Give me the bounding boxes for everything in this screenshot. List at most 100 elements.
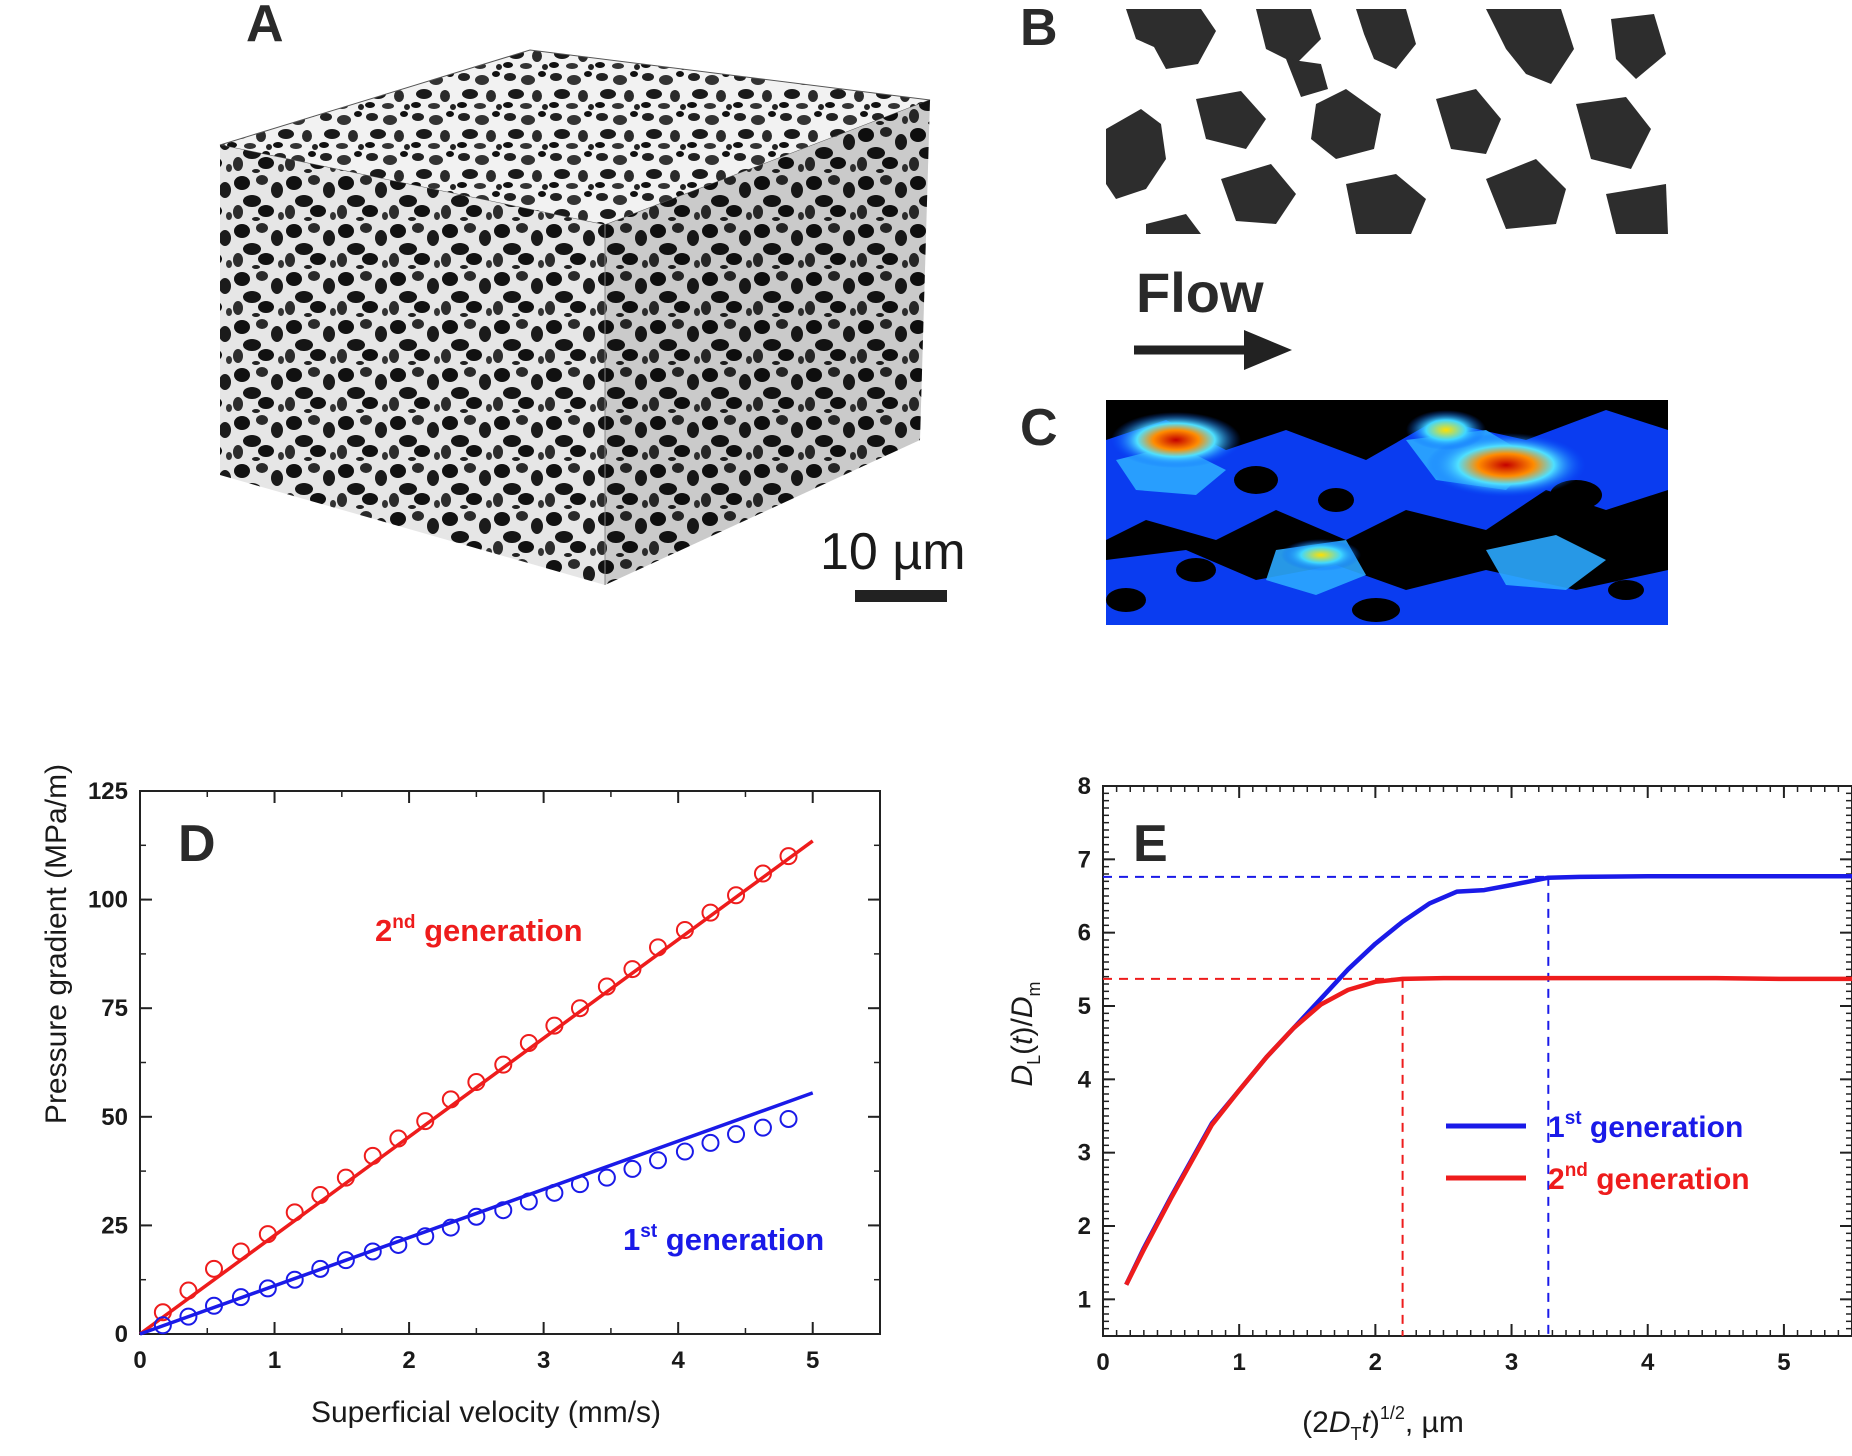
chart-e-y-tick-label: 7 (1078, 846, 1091, 873)
legend-label-2nd: 2nd generation (1548, 1160, 1750, 1196)
chart-d-point-second-gen (231, 1242, 250, 1261)
chart-e-y-axis-label: DL(t)/Dm (1006, 981, 1044, 1086)
chart-e-x-tick-label: 0 (1096, 1349, 1109, 1376)
chart-d-point-second-gen (779, 847, 798, 866)
flow-label: Flow (1136, 261, 1264, 324)
chart-e-legend: 1st generation 2nd generation (1446, 1108, 1750, 1196)
chart-d-point-second-gen (649, 938, 667, 957)
chart-d-point-second-gen (519, 1033, 538, 1052)
panel-label-e: E (1133, 815, 1168, 873)
chart-d-y-tick-label: 0 (115, 1321, 128, 1348)
chart-d-y-axis-label: Pressure gradient (MPa/m) (40, 764, 73, 1124)
chart-d-point-first-gen (153, 1316, 172, 1335)
chart-d-y-tick-label: 100 (88, 887, 128, 914)
chart-e-x-tick-label: 1 (1233, 1349, 1246, 1376)
chart-e-line-first-gen (1124, 873, 1852, 1286)
chart-e-x-tick-label: 2 (1369, 1349, 1382, 1376)
chart-e-plot-frame (1102, 785, 1852, 1337)
chart-d-point-second-gen (205, 1259, 223, 1278)
chart-e-y-tick-label: 3 (1078, 1140, 1091, 1167)
chart-d-point-second-gen (153, 1303, 172, 1322)
chart-d-fit-line-first-gen (139, 1091, 814, 1336)
chart-d-point-first-gen (416, 1227, 435, 1246)
panel-label-b: B (1020, 0, 1058, 57)
chart-e-y-tick-label: 1 (1078, 1286, 1091, 1313)
panel-label-c: C (1020, 399, 1058, 457)
chart-d-point-first-gen (389, 1235, 408, 1254)
panel-label-d: D (178, 815, 216, 873)
chart-d-point-second-gen (363, 1146, 382, 1165)
chart-d-point-first-gen (205, 1296, 223, 1315)
chart-d-point-first-gen (701, 1133, 720, 1152)
chart-e-x-tick-label: 5 (1777, 1349, 1790, 1376)
chart-d-point-first-gen (727, 1125, 746, 1144)
chart-d-point-second-gen (753, 864, 772, 883)
chart-d-point-second-gen (441, 1090, 460, 1109)
chart-d-point-first-gen (570, 1175, 589, 1194)
chart-d-point-first-gen (467, 1207, 486, 1226)
binary-cross-section (1106, 9, 1668, 234)
scale-bar-label: 10 µm (820, 523, 966, 581)
chart-e-y-tick-label: 8 (1078, 773, 1091, 800)
chart-d-point-second-gen (597, 977, 616, 996)
chart-d-fit-line-second-gen (138, 839, 814, 1336)
chart-d-point-first-gen (231, 1288, 250, 1307)
chart-d-point-second-gen (416, 1112, 435, 1131)
chart-d-point-first-gen (649, 1151, 667, 1170)
chart-d-point-first-gen (779, 1109, 798, 1128)
porous-block-render (219, 49, 931, 585)
chart-d-x-tick-label: 3 (537, 1347, 550, 1374)
chart-d-point-first-gen (494, 1201, 513, 1220)
chart-d-point-second-gen (389, 1129, 408, 1148)
chart-d-point-first-gen (285, 1270, 304, 1289)
chart-d-y-tick-label: 25 (101, 1212, 128, 1239)
chart-d-y-tick-label: 50 (101, 1104, 128, 1131)
chart-d-y-tick-label: 125 (88, 778, 128, 805)
chart-d-point-second-gen (494, 1055, 513, 1074)
chart-d-point-first-gen (545, 1183, 564, 1202)
chart-e-y-tick-label: 2 (1078, 1213, 1091, 1240)
chart-e-x-tick-label: 3 (1505, 1349, 1518, 1376)
chart-d-point-second-gen (727, 886, 746, 905)
chart-d-point-first-gen (519, 1192, 538, 1211)
chart-d-x-tick-label: 1 (268, 1347, 281, 1374)
chart-d-x-tick-label: 0 (133, 1347, 146, 1374)
chart-d-point-second-gen (179, 1281, 198, 1300)
chart-e-line-second-gen (1124, 975, 1852, 1286)
chart-e-x-axis-label: (2DTt)1/2, µm (1302, 1403, 1464, 1444)
chart-d-point-first-gen (258, 1279, 277, 1298)
chart-e-x-tick-label: 4 (1641, 1349, 1655, 1376)
chart-d-point-first-gen (441, 1218, 460, 1237)
chart-d-point-first-gen (753, 1118, 772, 1137)
chart-d-point-first-gen (363, 1242, 382, 1261)
chart-d-x-tick-label: 5 (806, 1347, 819, 1374)
chart-d-point-second-gen (285, 1203, 304, 1222)
chart-d-series-label-1st: 1st generation (623, 1221, 824, 1257)
chart-e-y-tick-label: 4 (1078, 1066, 1092, 1093)
chart-d-y-tick-label: 75 (101, 995, 128, 1022)
chart-d-x-tick-label: 4 (672, 1347, 686, 1374)
legend-label-1st: 1st generation (1548, 1108, 1743, 1144)
flow-arrow-icon (1134, 330, 1292, 370)
chart-d-point-second-gen (467, 1073, 486, 1092)
chart-d-point-first-gen (311, 1259, 330, 1278)
chart-d-point-second-gen (258, 1225, 277, 1244)
chart-d-point-second-gen (675, 921, 694, 940)
chart-d-point-first-gen (623, 1159, 642, 1178)
panel-label-a: A (246, 0, 284, 53)
chart-d-point-first-gen (675, 1142, 694, 1161)
chart-d-point-first-gen (597, 1168, 616, 1187)
chart-d-x-axis-label: Superficial velocity (mm/s) (311, 1396, 661, 1429)
chart-d-point-second-gen (623, 960, 642, 979)
chart-d-point-second-gen (311, 1185, 330, 1204)
chart-d-point-first-gen (336, 1251, 355, 1270)
chart-d-point-second-gen (570, 999, 589, 1018)
chart-d-point-second-gen (336, 1168, 355, 1187)
chart-e-y-tick-label: 5 (1078, 993, 1091, 1020)
chart-e-y-tick-label: 6 (1078, 920, 1091, 947)
chart-d-point-second-gen (545, 1016, 564, 1035)
chart-d-point-first-gen (179, 1307, 198, 1326)
chart-d-x-tick-label: 2 (402, 1347, 415, 1374)
